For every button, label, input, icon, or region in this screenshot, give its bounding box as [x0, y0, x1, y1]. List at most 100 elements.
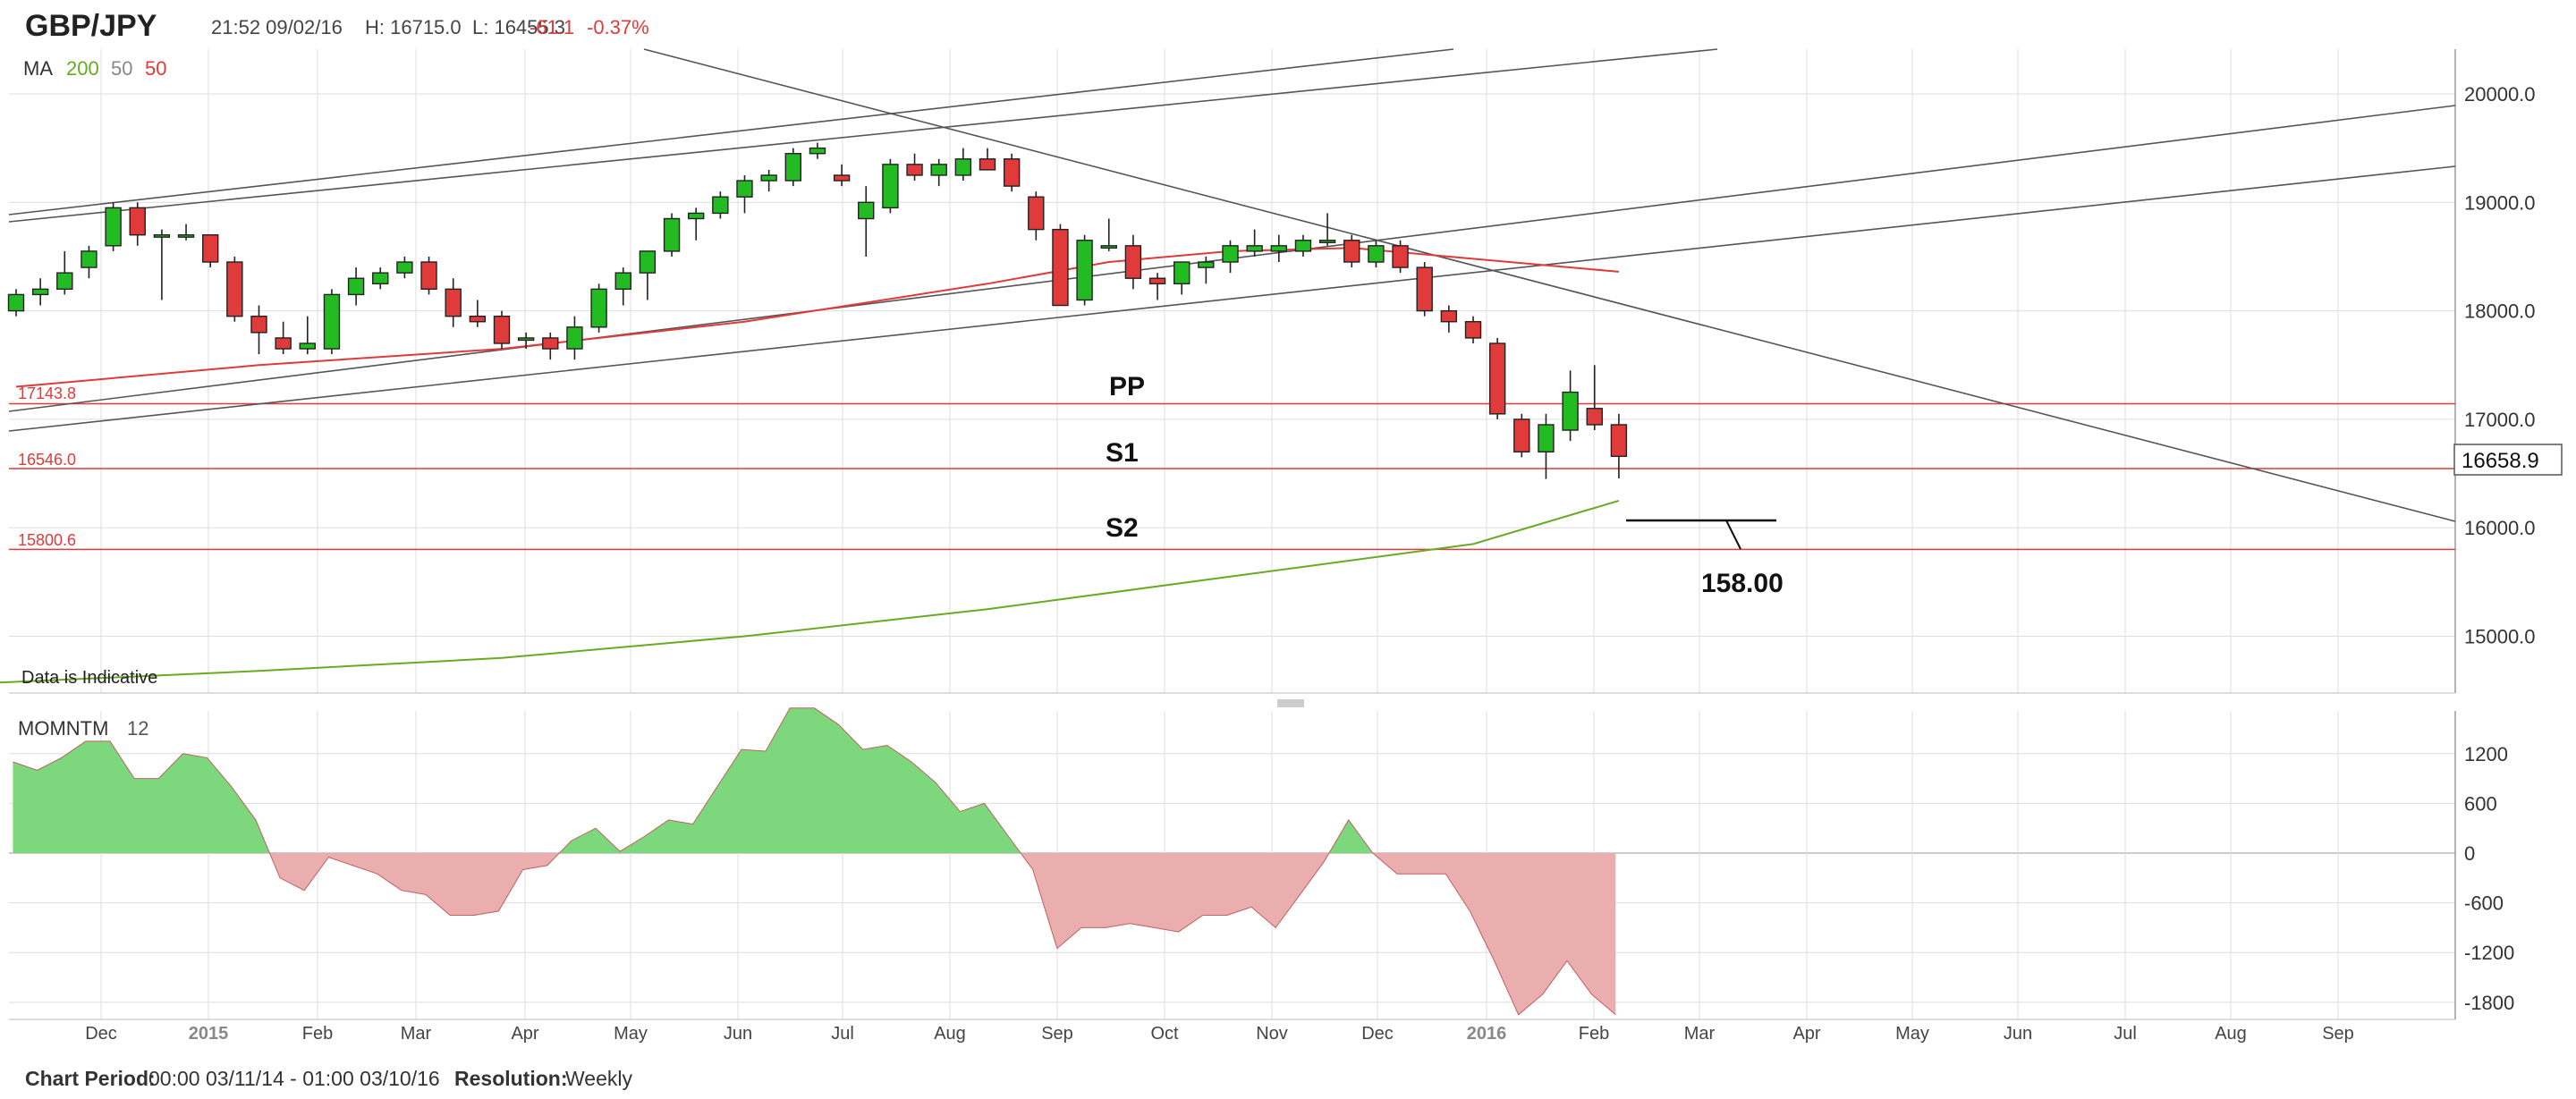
- candle-body-down: [833, 174, 851, 182]
- pp-label: PP: [1109, 372, 1145, 402]
- momentum-y-tick-label: -1200: [2464, 942, 2514, 964]
- candle-body-down: [906, 164, 923, 176]
- momentum-positive-area: [559, 707, 1021, 853]
- candle-body-up: [372, 272, 389, 284]
- candle: [1052, 224, 1069, 307]
- ma200-line: [0, 499, 1620, 684]
- candle-body-down: [493, 315, 511, 344]
- candle-body-up: [347, 277, 365, 296]
- price-y-tick-label: 16000.0: [2464, 517, 2536, 539]
- price-y-tick-label: 18000.0: [2464, 300, 2536, 323]
- candle: [493, 310, 511, 350]
- momentum-area: [13, 707, 1616, 1016]
- candle-body-down: [979, 158, 996, 171]
- candle-body-up: [1222, 245, 1239, 263]
- candle: [1076, 234, 1093, 306]
- candle: [809, 142, 826, 159]
- candle: [275, 321, 292, 355]
- candle-body-up: [1294, 240, 1312, 252]
- candle: [1028, 191, 1045, 241]
- header-high: H: 16715.0: [365, 16, 462, 38]
- candle-body-up: [177, 233, 195, 238]
- candle: [566, 316, 583, 360]
- x-tick-label: Aug: [934, 1024, 966, 1044]
- momentum-label: MOMNTM: [18, 717, 108, 740]
- candle-body-up: [930, 164, 947, 176]
- candle: [688, 207, 705, 241]
- header-low: L: 16455.3: [472, 16, 565, 38]
- candle: [1440, 305, 1458, 333]
- candle: [517, 332, 535, 350]
- candle-body-up: [1246, 245, 1263, 252]
- candle: [1173, 261, 1191, 295]
- momentum-negative-area: [269, 853, 560, 916]
- momentum-negative-area: [1021, 853, 1329, 949]
- target-label: 158.00: [1701, 569, 1784, 598]
- x-tick-label: Feb: [302, 1024, 333, 1044]
- x-tick-label: Aug: [2215, 1024, 2247, 1044]
- candle-body-up: [1198, 261, 1215, 268]
- candle: [736, 174, 753, 214]
- candle: [56, 250, 73, 295]
- candle: [7, 289, 25, 317]
- candle-body-up: [56, 272, 73, 291]
- candle-body-up: [1076, 240, 1093, 301]
- x-tick-label: Apr: [1792, 1024, 1820, 1044]
- candle-body-down: [420, 261, 437, 291]
- candle: [1538, 413, 1555, 479]
- momentum-positive-area: [1329, 819, 1373, 853]
- candle-body-up: [639, 250, 657, 274]
- candle: [1294, 234, 1312, 257]
- candle-body-up: [517, 337, 535, 342]
- candle-body-down: [1343, 240, 1360, 263]
- momentum-panel: -1800 -1200 -600 0 600 1200 MOMNTM 12: [9, 707, 2514, 1020]
- x-tick-label: Mar: [1684, 1024, 1716, 1044]
- candle-body-down: [542, 337, 559, 350]
- candle-body-up: [858, 201, 875, 220]
- x-tick-label: 2015: [189, 1024, 229, 1044]
- x-tick-label: Mar: [401, 1024, 432, 1044]
- candle: [299, 316, 316, 355]
- momentum-y-tick-label: 1200: [2464, 743, 2508, 765]
- symbol-title: GBP/JPY: [25, 9, 157, 43]
- candle: [954, 148, 972, 182]
- candle: [1416, 262, 1433, 317]
- candle: [1318, 213, 1336, 246]
- candle-body-up: [80, 250, 97, 268]
- momentum-y-tick-label: -600: [2464, 892, 2504, 915]
- panel-resize-handle[interactable]: [1277, 699, 1304, 707]
- ma-legend-label: MA: [23, 57, 53, 80]
- candle: [1124, 234, 1142, 290]
- momentum-line: [13, 707, 1616, 1016]
- candle-body-up: [1270, 245, 1288, 252]
- candle-body-down: [445, 288, 462, 317]
- candle: [469, 300, 487, 327]
- candle: [979, 148, 996, 171]
- header-change: -61.1: [530, 16, 574, 38]
- momentum-y-tick-label: 600: [2464, 792, 2497, 815]
- momentum-y-tick-label: 0: [2464, 842, 2475, 865]
- x-tick-label: May: [614, 1024, 648, 1044]
- candle-body-down: [1392, 245, 1409, 268]
- candle: [1368, 240, 1385, 268]
- ma-legend-50a: 50: [111, 57, 132, 80]
- ma-legend-50b: 50: [145, 57, 166, 80]
- candle-body-up: [1100, 245, 1117, 249]
- candle: [420, 256, 437, 295]
- candle: [31, 278, 49, 306]
- candle-body-down: [1124, 245, 1142, 279]
- x-tick-label: Jun: [2004, 1024, 2032, 1044]
- s2-label: S2: [1106, 513, 1139, 543]
- candle-body-down: [1586, 408, 1603, 426]
- x-tick-label: Sep: [1041, 1024, 1073, 1044]
- s2-value: 15800.6: [18, 531, 76, 549]
- candle: [1488, 337, 1506, 419]
- trendline: [8, 48, 1454, 216]
- candle-body-down: [1488, 342, 1506, 415]
- candle: [396, 256, 413, 279]
- candle-body-up: [590, 288, 607, 328]
- chart-period-label: Chart Period:: [25, 1067, 156, 1090]
- candle: [930, 158, 947, 187]
